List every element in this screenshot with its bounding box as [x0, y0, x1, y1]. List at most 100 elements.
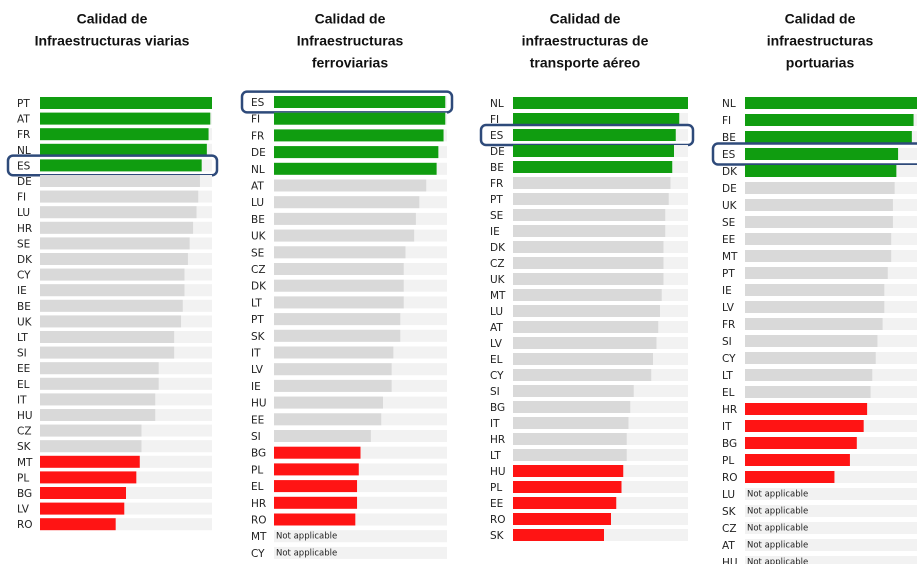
- category-label: FI: [17, 192, 26, 204]
- category-label: SI: [722, 336, 732, 348]
- category-label: MT: [490, 290, 506, 302]
- category-label: IT: [722, 421, 732, 433]
- category-label: LV: [17, 504, 30, 516]
- bar: [513, 97, 688, 109]
- bar: [745, 250, 892, 262]
- bar: [274, 379, 392, 392]
- bar: [40, 440, 142, 453]
- category-label: RO: [251, 515, 267, 527]
- category-label: LT: [17, 332, 28, 344]
- highlight-box: [711, 142, 917, 166]
- category-label: PT: [722, 268, 735, 280]
- category-label: UK: [17, 316, 33, 328]
- category-label: PL: [251, 464, 263, 476]
- category-label: IT: [490, 418, 500, 430]
- category-label: EL: [17, 379, 30, 391]
- category-label: HR: [722, 404, 737, 416]
- bar: [274, 513, 356, 526]
- bar: [513, 497, 617, 509]
- category-label: FI: [251, 114, 260, 126]
- bar: [513, 321, 659, 333]
- category-label: HR: [17, 223, 32, 235]
- category-label: PT: [17, 98, 30, 110]
- bar: [274, 279, 404, 292]
- bar: [274, 212, 416, 225]
- panel-title: Calidad de: [550, 11, 621, 27]
- bar: [40, 112, 211, 125]
- category-label: SK: [722, 506, 737, 518]
- bar: [274, 313, 401, 326]
- category-label: DE: [490, 146, 505, 158]
- bar: [274, 363, 392, 376]
- category-label: HU: [17, 410, 33, 422]
- panel-title: infraestructuras: [767, 33, 874, 49]
- category-label: EL: [251, 481, 264, 493]
- category-label: DK: [251, 281, 267, 293]
- bar: [745, 386, 871, 398]
- category-label: BE: [17, 301, 31, 313]
- category-label: LT: [251, 297, 262, 309]
- panel-title: Calidad de: [77, 11, 148, 27]
- category-label: BG: [490, 402, 505, 414]
- category-label: RO: [490, 514, 506, 526]
- bar: [40, 143, 207, 156]
- bar-track: [745, 505, 917, 517]
- category-label: PL: [17, 472, 29, 484]
- bar: [274, 196, 420, 209]
- bar: [40, 362, 159, 375]
- category-label: IT: [251, 348, 261, 360]
- category-label: LT: [722, 370, 733, 382]
- bar: [40, 190, 199, 203]
- category-label: BG: [17, 488, 32, 500]
- bar: [513, 225, 666, 237]
- bar: [40, 377, 159, 390]
- category-label: AT: [17, 114, 30, 126]
- bar: [745, 352, 876, 364]
- category-label: MT: [17, 457, 33, 469]
- bar: [274, 446, 361, 459]
- category-label: EL: [490, 354, 503, 366]
- panel-title: Calidad de: [785, 11, 856, 27]
- category-label: EE: [17, 363, 30, 375]
- bar: [513, 241, 664, 253]
- bar: [40, 502, 125, 515]
- category-label: HU: [251, 398, 267, 410]
- category-label: MT: [251, 531, 267, 543]
- category-label: EE: [251, 414, 264, 426]
- bar: [513, 369, 652, 381]
- bar: [274, 396, 383, 409]
- bar: [745, 148, 899, 160]
- bar-track: [745, 556, 917, 564]
- category-label: HR: [490, 434, 505, 446]
- bar: [513, 481, 622, 493]
- bar: [274, 296, 404, 309]
- bar: [274, 463, 359, 476]
- value-label: Not applicable: [747, 541, 808, 551]
- bar: [513, 177, 671, 189]
- category-label: BE: [251, 214, 265, 226]
- highlight-box: [240, 90, 454, 114]
- value-label: Not applicable: [747, 524, 808, 534]
- category-label: LV: [251, 364, 264, 376]
- bar: [40, 299, 183, 312]
- bar: [40, 175, 200, 187]
- category-label: NL: [17, 145, 31, 157]
- bar: [513, 289, 662, 301]
- category-label: LU: [17, 207, 30, 219]
- category-label: PL: [722, 455, 734, 467]
- category-label: EE: [490, 498, 503, 510]
- bar: [40, 206, 197, 219]
- category-label: UK: [722, 200, 738, 212]
- bar: [513, 353, 653, 365]
- bar: [274, 413, 382, 426]
- category-label: FI: [490, 114, 499, 126]
- category-label: LV: [490, 338, 503, 350]
- category-label: IE: [251, 381, 261, 393]
- category-label: SK: [490, 530, 505, 542]
- bar: [274, 329, 401, 342]
- category-label: EE: [722, 234, 735, 246]
- bar: [513, 113, 680, 125]
- category-label: SI: [251, 431, 261, 443]
- bar: [745, 199, 893, 211]
- bar: [745, 97, 917, 109]
